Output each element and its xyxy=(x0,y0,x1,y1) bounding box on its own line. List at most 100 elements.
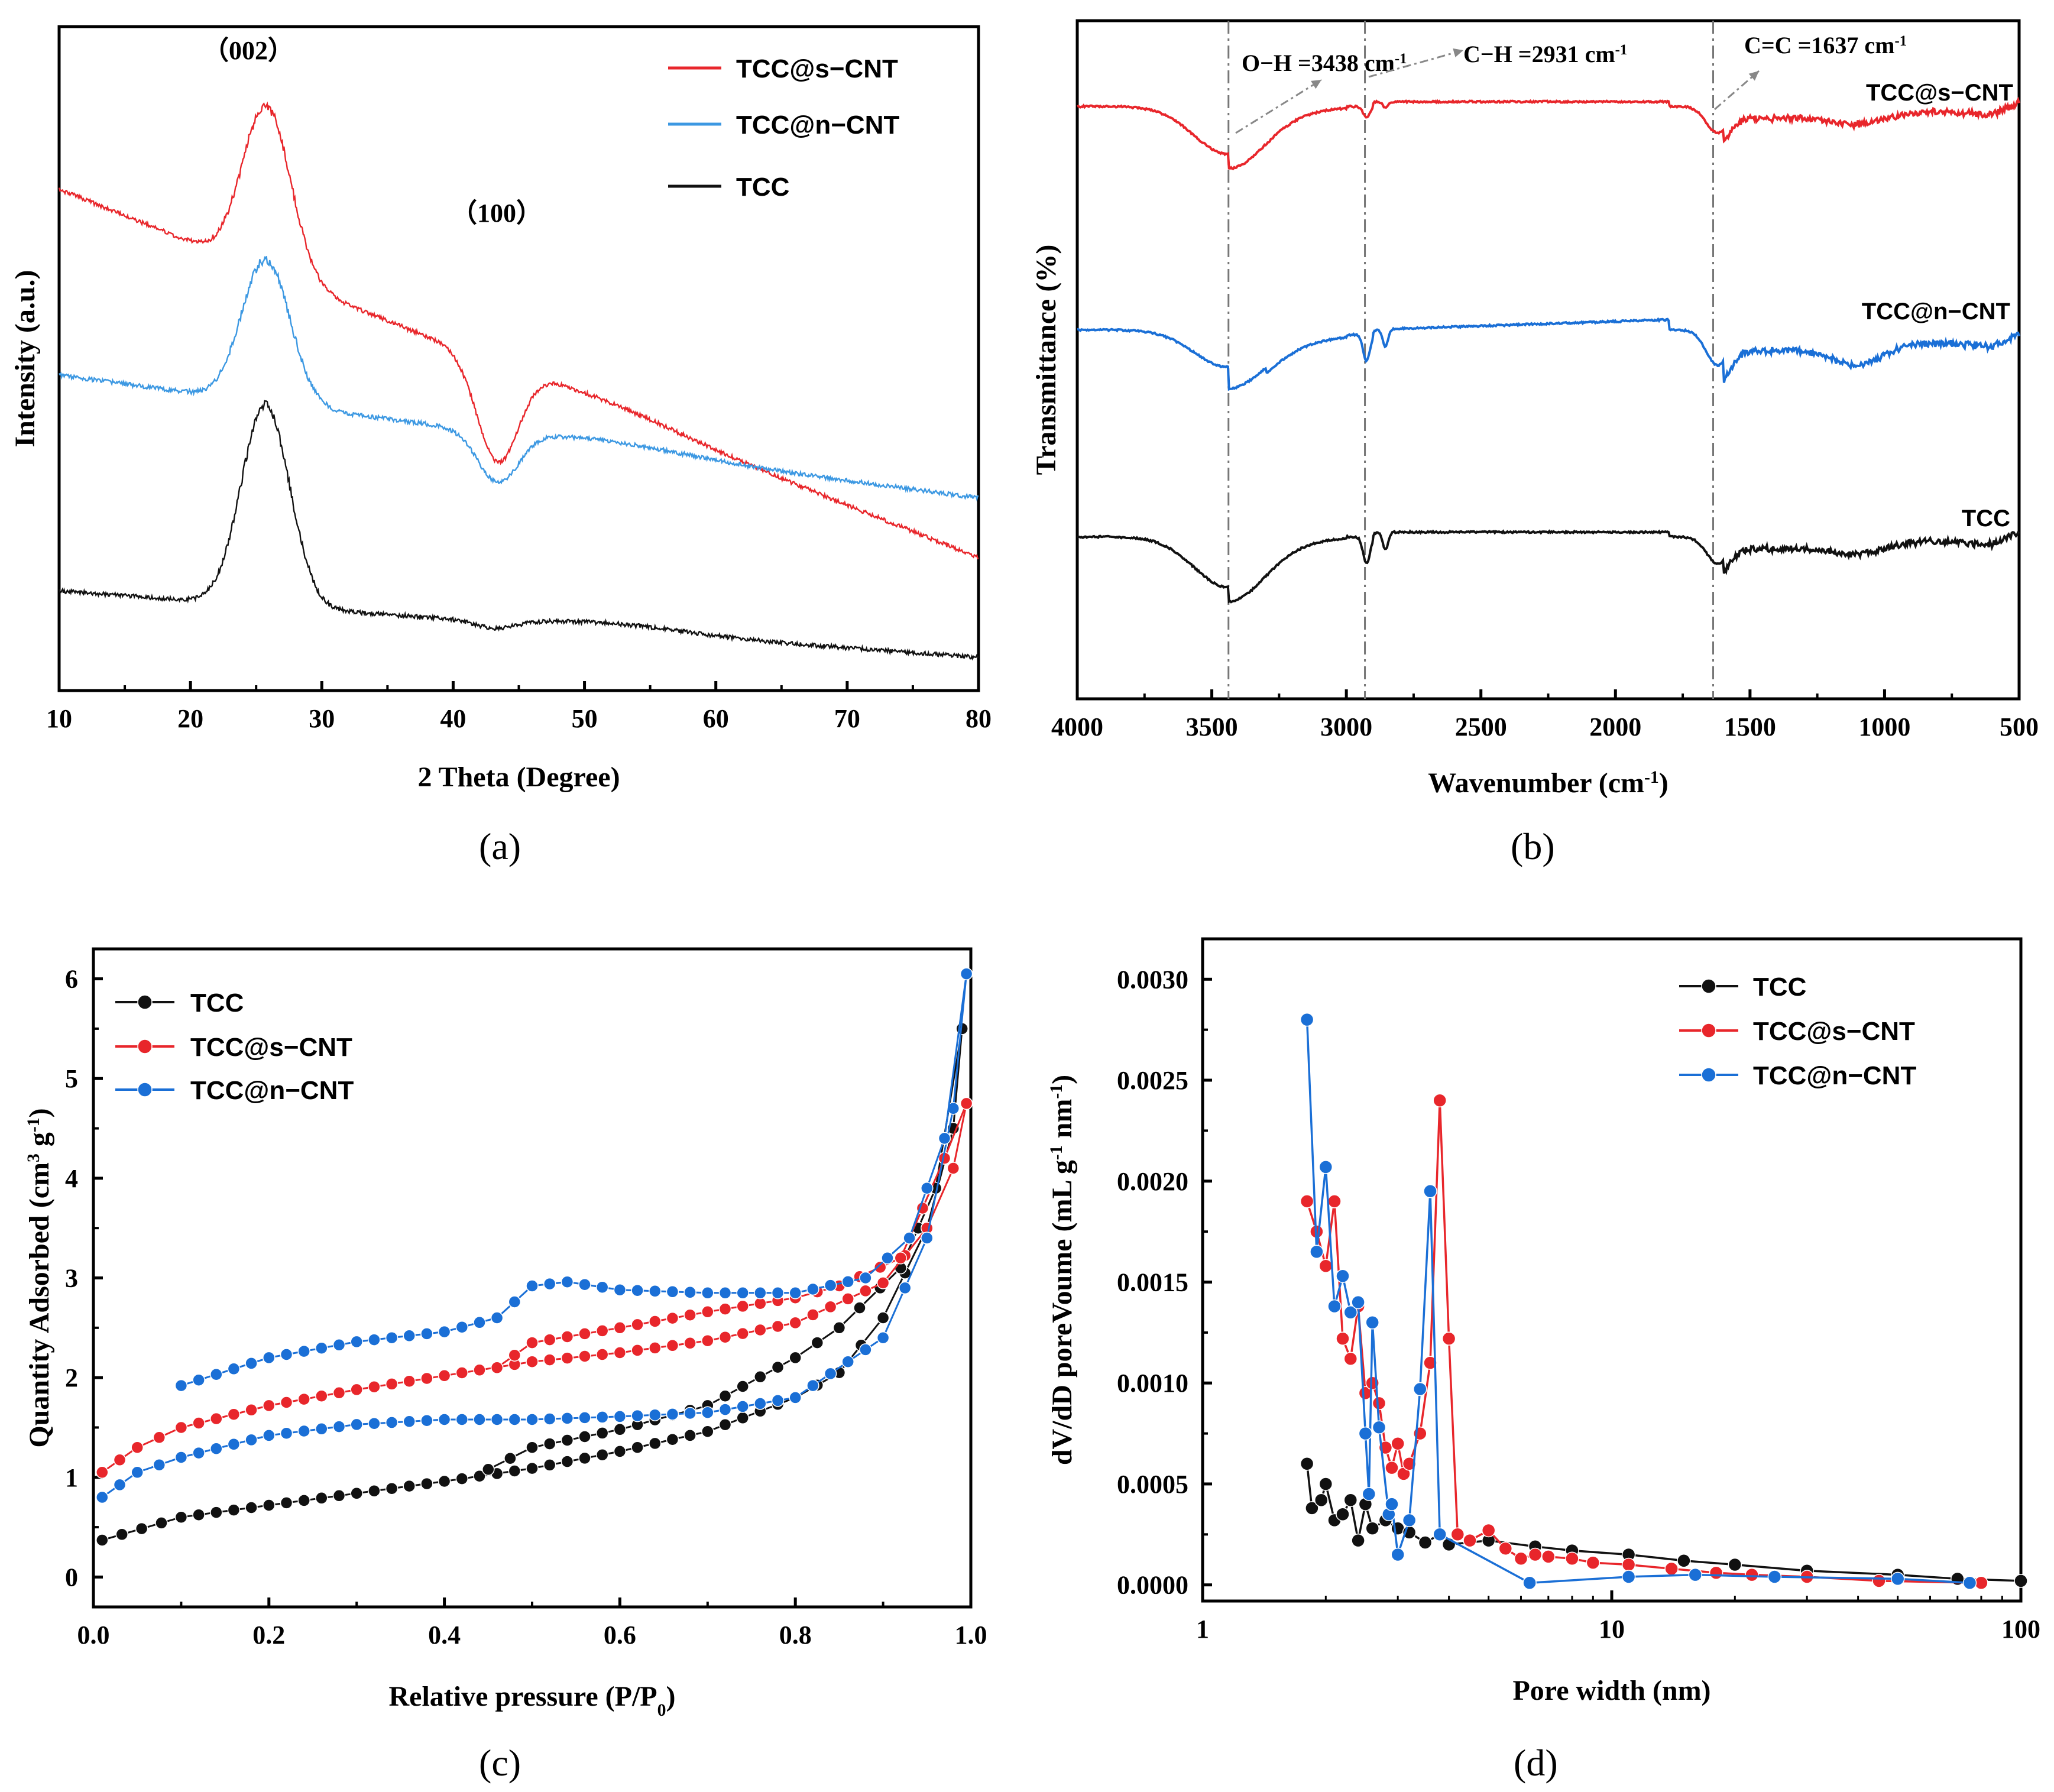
isotherm-point xyxy=(771,1360,785,1374)
isotherm-point xyxy=(543,1412,556,1425)
annotation-arrow xyxy=(1235,79,1322,134)
isotherm-point xyxy=(332,1420,346,1433)
isotherm-point xyxy=(859,1343,872,1356)
isotherm-point xyxy=(245,1357,258,1370)
isotherm-point xyxy=(859,1271,872,1285)
isotherm-point xyxy=(263,1429,276,1442)
isotherm-point xyxy=(771,1394,785,1407)
isotherm-point xyxy=(438,1369,451,1382)
annotation-label: C=C =1637 cm-1 xyxy=(1744,32,1907,59)
isotherm-point xyxy=(227,1438,241,1451)
isotherm-point xyxy=(771,1320,785,1333)
isotherm-point xyxy=(561,1434,574,1447)
isotherm-point xyxy=(420,1414,433,1427)
isotherm-point xyxy=(859,1284,872,1298)
series-label: TCC@n−CNT xyxy=(1862,299,2010,325)
isotherm-point xyxy=(789,1287,802,1300)
isotherm-point xyxy=(297,1494,310,1507)
x-tick-label: 40 xyxy=(440,704,466,733)
isotherm-point xyxy=(263,1351,276,1365)
isotherm-point xyxy=(649,1315,662,1328)
isotherm-point xyxy=(526,1279,539,1292)
isotherm-point xyxy=(736,1300,749,1313)
legend-marker xyxy=(137,1082,153,1097)
isotherm-point xyxy=(385,1416,399,1429)
isotherm-point xyxy=(263,1499,276,1512)
isotherm-point xyxy=(403,1415,416,1428)
series-line-2 xyxy=(58,400,980,661)
psd-point xyxy=(1664,1561,1679,1576)
y-axis-label: Transmittance (%) xyxy=(1031,245,1062,475)
psd-point xyxy=(1450,1527,1465,1542)
isotherm-point xyxy=(736,1327,749,1340)
psd-point xyxy=(1385,1497,1399,1511)
psd-point xyxy=(1463,1533,1477,1548)
isotherm-point xyxy=(368,1333,381,1346)
y-tick-label: 0.0005 xyxy=(1117,1470,1188,1499)
psd-point xyxy=(1318,1160,1333,1174)
isotherm-point xyxy=(210,1442,223,1455)
isotherm-point xyxy=(210,1506,223,1519)
isotherm-point xyxy=(613,1283,627,1297)
x-tick-label: 30 xyxy=(309,704,335,733)
psd-point xyxy=(1362,1487,1376,1501)
isotherm-point xyxy=(543,1459,556,1472)
x-tick-label: 0.8 xyxy=(779,1621,812,1650)
isotherm-point xyxy=(841,1292,854,1305)
isotherm-point xyxy=(649,1341,662,1354)
legend-label: TCC xyxy=(1753,973,1806,1002)
isotherm-point xyxy=(806,1308,819,1321)
psd-point xyxy=(1343,1305,1358,1320)
isotherm-point xyxy=(876,1276,890,1289)
psd-point xyxy=(1728,1557,1742,1572)
isotherm-point xyxy=(350,1335,363,1349)
isotherm-point xyxy=(561,1455,574,1468)
y-axis-label: dV/dD poreVoume (mL g-1 nm-1) xyxy=(1047,1075,1078,1465)
isotherm-point xyxy=(368,1417,381,1430)
x-tick-label: 0.4 xyxy=(428,1621,461,1650)
x-tick-label: 70 xyxy=(834,704,860,733)
psd-point xyxy=(1402,1457,1417,1471)
x-tick-label: 50 xyxy=(572,704,598,733)
x-tick-label: 80 xyxy=(966,704,992,733)
isotherm-point xyxy=(245,1433,258,1447)
y-tick-label: 0.0010 xyxy=(1117,1369,1188,1398)
psd-point xyxy=(1358,1426,1373,1441)
isotherm-point xyxy=(96,1466,109,1479)
isotherm-point xyxy=(666,1311,679,1325)
annotation-label: O−H =3438 cm-1 xyxy=(1242,50,1407,76)
isotherm-point xyxy=(455,1472,469,1485)
isotherm-point xyxy=(683,1407,696,1420)
isotherm-point xyxy=(174,1379,188,1392)
isotherm-point xyxy=(631,1344,644,1357)
psd-point xyxy=(1365,1315,1379,1330)
psd-point xyxy=(1709,1566,1723,1580)
isotherm-point xyxy=(508,1349,521,1362)
psd-point xyxy=(1327,1299,1342,1314)
isotherm-point xyxy=(718,1418,732,1431)
isotherm-point xyxy=(631,1441,644,1454)
isotherm-point xyxy=(131,1466,144,1479)
isotherm-point xyxy=(526,1441,539,1454)
isotherm-point xyxy=(526,1355,539,1368)
isotherm-point xyxy=(473,1469,486,1483)
isotherm-point xyxy=(297,1344,310,1358)
isotherm-point xyxy=(806,1379,819,1392)
psd-point xyxy=(1423,1356,1437,1370)
isotherm-point xyxy=(666,1408,679,1421)
psd-point xyxy=(1336,1507,1350,1521)
psd-point xyxy=(1433,1527,1447,1542)
isotherm-point xyxy=(385,1482,399,1495)
legend-marker xyxy=(137,994,153,1010)
isotherm-point xyxy=(578,1411,591,1424)
psd-point xyxy=(1433,1093,1447,1107)
isotherm-point xyxy=(811,1336,824,1349)
x-tick-label: 0.2 xyxy=(252,1621,285,1650)
x-axis-label: Wavenumber (cm-1) xyxy=(1428,767,1669,799)
isotherm-point xyxy=(153,1431,166,1444)
isotherm-point xyxy=(490,1311,504,1324)
isotherm-point xyxy=(420,1327,433,1340)
annotation-label: C−H =2931 cm-1 xyxy=(1463,41,1627,67)
isotherm-point xyxy=(438,1325,451,1339)
